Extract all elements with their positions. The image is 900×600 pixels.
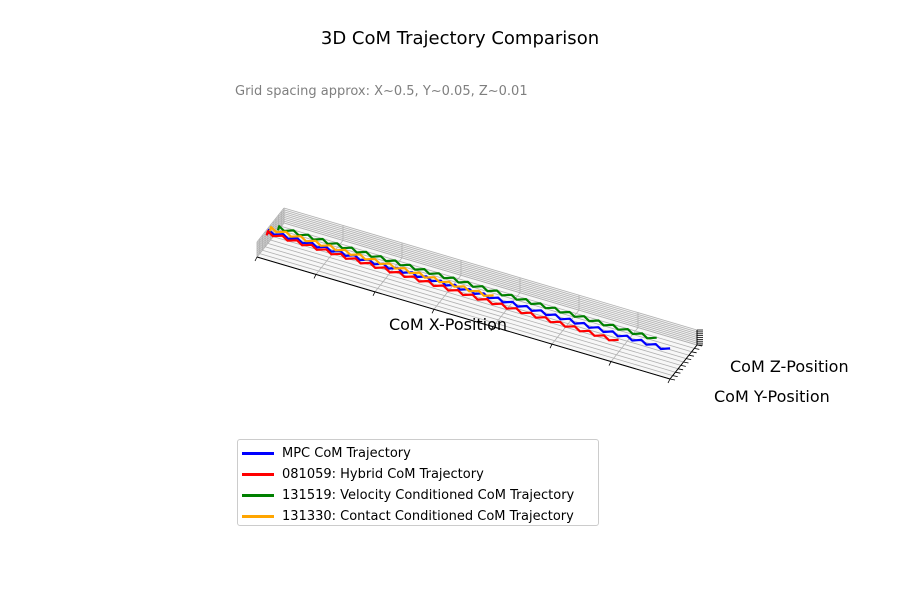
x-tick xyxy=(549,343,553,349)
grid-line-y xyxy=(259,253,673,376)
x-tick xyxy=(313,274,317,279)
grid-line-z xyxy=(283,213,698,337)
grid-line-z xyxy=(283,216,698,340)
x-tick xyxy=(254,256,258,262)
axis-lines xyxy=(254,256,703,384)
legend-swatch-velocity xyxy=(242,494,274,497)
legend-swatch-mpc xyxy=(242,452,274,455)
x-axis-line xyxy=(256,256,671,380)
y-tick xyxy=(669,378,676,381)
y-tick xyxy=(675,371,681,374)
grid-line-z xyxy=(283,215,698,338)
grid-line-z xyxy=(256,207,285,243)
grid-line-y xyxy=(273,236,687,359)
grid-line-z xyxy=(283,222,698,346)
chart-subtitle: Grid spacing approx: X~0.5, Y~0.05, Z~0.… xyxy=(235,84,528,99)
legend-label-mpc: MPC CoM Trajectory xyxy=(282,446,411,461)
series-line-1 xyxy=(265,230,619,342)
y-tick xyxy=(683,361,689,364)
legend-swatch-contact xyxy=(242,515,274,518)
x-tick xyxy=(490,326,494,331)
x-tick xyxy=(372,291,376,297)
x-tick xyxy=(431,309,435,314)
y-tick xyxy=(686,358,692,360)
grid-line-x xyxy=(315,240,344,275)
x-tick xyxy=(608,361,612,366)
y-tick xyxy=(691,351,697,354)
series-line-2 xyxy=(276,225,657,340)
legend: MPC CoM Trajectory 081059: Hybrid CoM Tr… xyxy=(237,439,599,526)
y-tick xyxy=(672,375,678,377)
legend-label-velocity: 131519: Velocity Conditioned CoM Traject… xyxy=(282,488,575,503)
grid-line-z xyxy=(283,220,698,344)
grid-line-z xyxy=(283,211,698,335)
legend-item-mpc: MPC CoM Trajectory xyxy=(242,443,598,464)
series-line-3 xyxy=(268,226,494,297)
legend-swatch-hybrid xyxy=(242,473,274,476)
y-tick xyxy=(680,365,686,367)
x-tick xyxy=(667,378,671,384)
grid-line-y xyxy=(262,249,676,373)
y-tick xyxy=(694,348,700,350)
legend-label-contact: 131330: Contact Conditioned CoM Trajecto… xyxy=(282,509,574,524)
legend-item-hybrid: 081059: Hybrid CoM Trajectory xyxy=(242,464,598,485)
y-axis-label: CoM Y-Position xyxy=(714,387,830,406)
series-lines xyxy=(265,225,671,351)
grid-line-y xyxy=(267,243,681,366)
z-axis-label: CoM Z-Position xyxy=(730,357,849,376)
grid-line-y xyxy=(264,246,679,370)
grid-line-z xyxy=(256,219,285,254)
legend-item-contact: 131330: Contact Conditioned CoM Trajecto… xyxy=(242,506,598,527)
x-axis-label: CoM X-Position xyxy=(389,315,507,334)
series-line-0 xyxy=(266,228,671,351)
y-tick xyxy=(688,354,694,357)
grid-line-z xyxy=(283,209,698,333)
grid-line-z xyxy=(283,207,698,331)
chart-title: 3D CoM Trajectory Comparison xyxy=(321,28,599,49)
grid-line-z xyxy=(283,218,698,342)
legend-item-velocity: 131519: Velocity Conditioned CoM Traject… xyxy=(242,485,598,506)
y-tick xyxy=(678,368,684,371)
grid-line-y xyxy=(270,239,684,363)
grid-line-y xyxy=(278,229,692,353)
legend-label-hybrid: 081059: Hybrid CoM Trajectory xyxy=(282,467,484,482)
